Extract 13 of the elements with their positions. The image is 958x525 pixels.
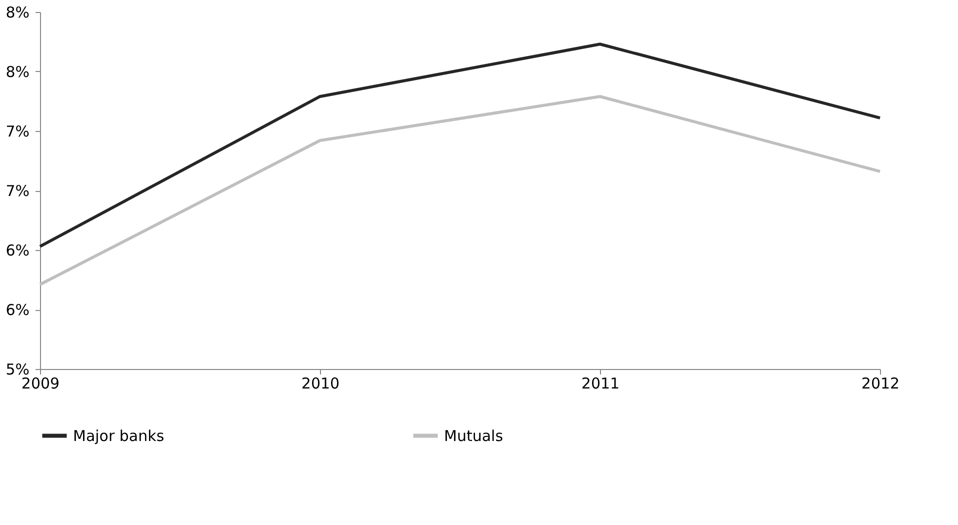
x-tick-label: 2010 xyxy=(301,374,340,392)
line-series xyxy=(38,42,882,248)
y-tick-label: 6% xyxy=(6,242,30,260)
legend-label: Mutuals xyxy=(444,426,504,445)
x-tick-label: 2012 xyxy=(861,374,900,392)
y-tick-label: 7% xyxy=(6,122,30,140)
x-tick-label: 2011 xyxy=(581,374,620,392)
legend-label: Major banks xyxy=(73,426,164,445)
y-tick-label: 8% xyxy=(6,63,30,81)
y-tick-label: 7% xyxy=(6,182,30,200)
line-series xyxy=(38,94,882,286)
y-tick-label: 8% xyxy=(6,4,30,22)
y-tick-label: 6% xyxy=(6,301,30,319)
